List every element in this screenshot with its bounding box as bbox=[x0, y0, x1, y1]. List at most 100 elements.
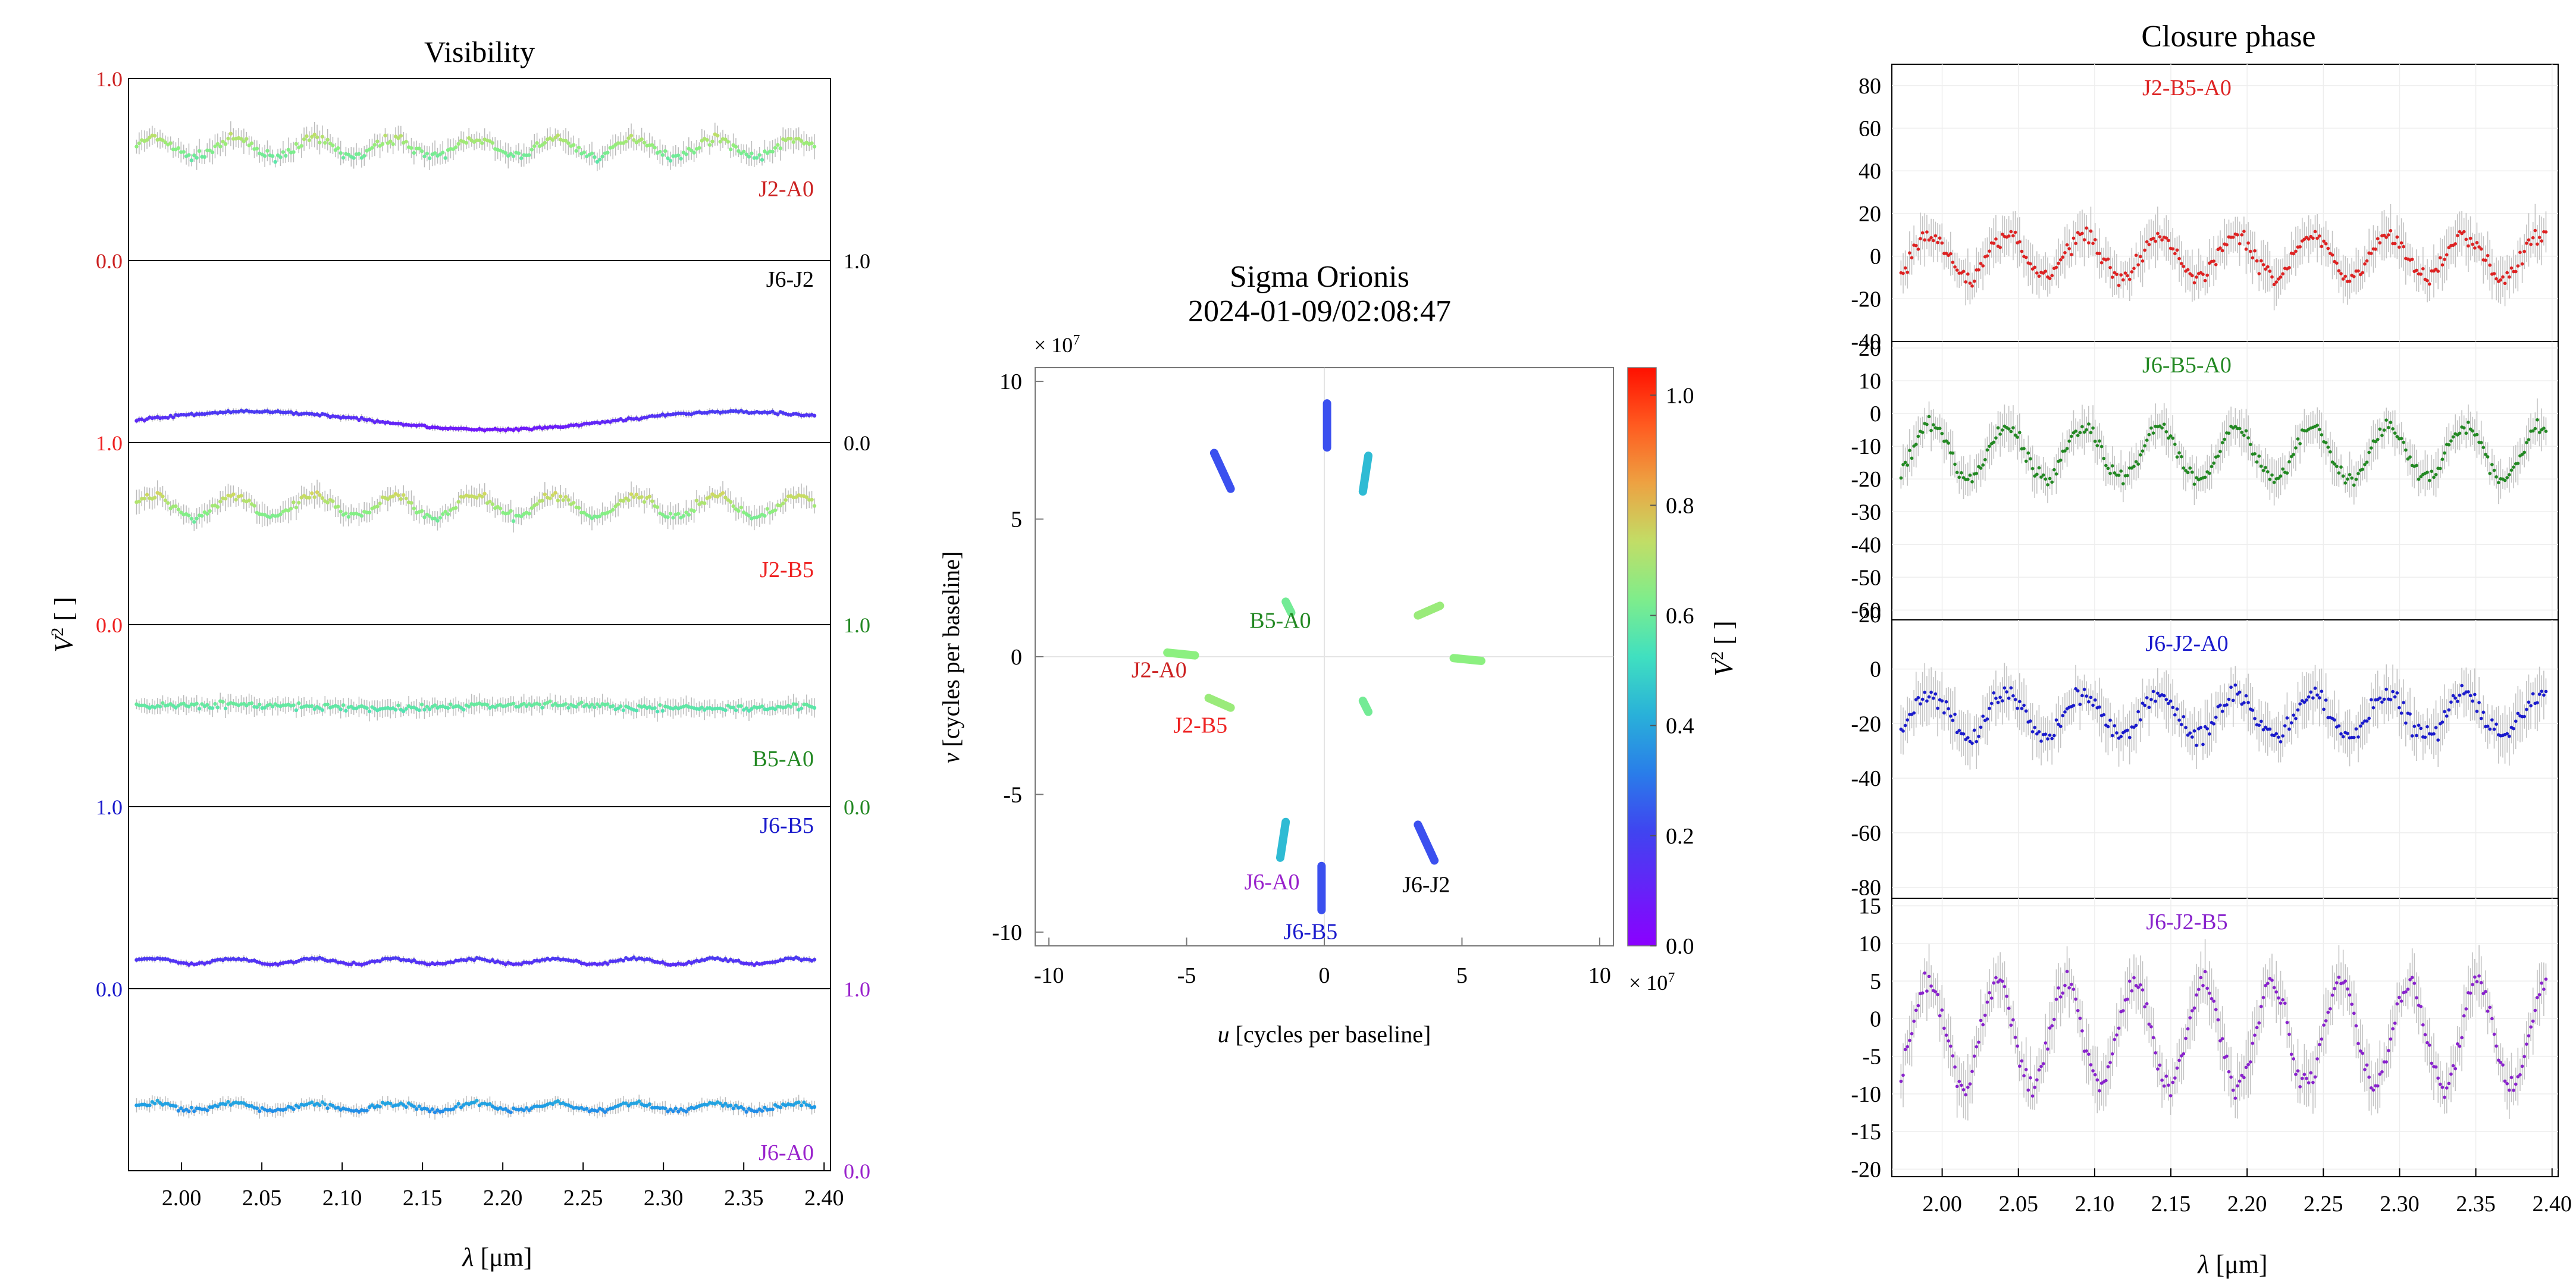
closure-point bbox=[1955, 471, 1959, 474]
closure-point bbox=[2078, 703, 2082, 706]
visibility-point bbox=[378, 144, 382, 148]
closure-point bbox=[2048, 477, 2052, 481]
closure-point bbox=[2095, 444, 2099, 447]
closure-point bbox=[2467, 421, 2470, 424]
visibility-point bbox=[228, 131, 233, 136]
uv-xtick-label: -10 bbox=[1034, 963, 1064, 988]
closure-point bbox=[2033, 265, 2036, 269]
visibility-point bbox=[249, 141, 254, 146]
closure-point bbox=[2516, 462, 2520, 465]
visibility-point bbox=[218, 499, 222, 504]
visibility-point bbox=[666, 515, 670, 519]
closure-point bbox=[1914, 698, 1918, 701]
closure-point bbox=[2218, 246, 2222, 250]
closure-point bbox=[2443, 451, 2446, 455]
closure-point bbox=[2186, 268, 2190, 272]
visibility-point bbox=[362, 1108, 366, 1113]
visibility-point bbox=[763, 513, 767, 518]
uv-baseline-label: J2-B5 bbox=[1173, 713, 1227, 738]
closure-point bbox=[2260, 259, 2263, 263]
closure-point bbox=[2520, 262, 2524, 266]
closure-point bbox=[2054, 472, 2058, 476]
visibility-point bbox=[810, 141, 814, 145]
visibility-point bbox=[305, 134, 309, 139]
visibility-point bbox=[548, 699, 552, 704]
visibility-point bbox=[391, 494, 395, 499]
closure-point bbox=[2320, 433, 2324, 437]
closure-ytick-label: -20 bbox=[1851, 467, 1881, 492]
visibility-point bbox=[734, 145, 738, 149]
visibility-point bbox=[171, 415, 176, 419]
closure-point bbox=[1938, 236, 1942, 240]
closure-point bbox=[1983, 457, 1987, 462]
closure-point bbox=[2017, 431, 2022, 434]
closure-point bbox=[2188, 272, 2192, 275]
uv-right-exponent-base: × 10 bbox=[1629, 971, 1668, 995]
visibility-point bbox=[550, 138, 555, 142]
visibility-point bbox=[778, 146, 783, 151]
visibility-point bbox=[402, 493, 406, 497]
visibility-point bbox=[781, 501, 785, 506]
visibility-title: Visibility bbox=[424, 35, 535, 68]
visibility-point bbox=[341, 155, 346, 160]
closure-point bbox=[2179, 723, 2183, 726]
visibility-point bbox=[318, 1103, 322, 1108]
uv-xtick-label: -5 bbox=[1177, 963, 1196, 988]
visibility-point bbox=[757, 153, 761, 157]
visibility-point bbox=[161, 138, 165, 142]
closure-point bbox=[2127, 277, 2132, 281]
visibility-point bbox=[176, 507, 181, 512]
closure-point bbox=[2192, 729, 2196, 733]
visibility-point bbox=[221, 139, 225, 144]
closure-point bbox=[2279, 474, 2283, 478]
colorbar-label-sup: 2 bbox=[1707, 651, 1727, 660]
closure-point bbox=[2184, 726, 2188, 729]
closure-point bbox=[2434, 472, 2438, 477]
closure-point bbox=[2264, 267, 2267, 271]
closure-point bbox=[2341, 474, 2345, 478]
closure-point bbox=[2484, 453, 2487, 456]
closure-point bbox=[1953, 265, 1957, 269]
visibility-point bbox=[663, 149, 667, 153]
visibility-point bbox=[729, 147, 733, 152]
closure-point bbox=[2419, 272, 2423, 276]
visibility-point bbox=[475, 1098, 479, 1103]
visibility-point bbox=[747, 513, 751, 518]
closure-point bbox=[2231, 236, 2235, 239]
visibility-ylabel-sup: 2 bbox=[48, 628, 67, 637]
closure-point bbox=[2216, 454, 2220, 458]
visibility-point bbox=[603, 1110, 607, 1114]
visibility-point bbox=[734, 1104, 738, 1108]
visibility-point bbox=[223, 142, 228, 146]
closure-point bbox=[2145, 240, 2149, 244]
visibility-point bbox=[153, 1101, 157, 1106]
closure-point bbox=[1920, 231, 1925, 235]
closure-point bbox=[2348, 472, 2352, 477]
visibility-point bbox=[292, 1107, 296, 1111]
closure-point bbox=[2132, 725, 2136, 729]
closure-point bbox=[2186, 471, 2190, 475]
visibility-point bbox=[642, 140, 647, 145]
closure-ytick-label: -40 bbox=[1851, 330, 1881, 355]
visibility-point bbox=[506, 153, 510, 158]
uv-baseline-label: J6-A0 bbox=[1245, 870, 1300, 895]
closure-point bbox=[1919, 702, 1922, 706]
closure-point bbox=[2248, 443, 2252, 446]
closure-point bbox=[2145, 438, 2149, 442]
visibility-point bbox=[242, 139, 246, 143]
closure-point bbox=[2533, 427, 2537, 431]
closure-point bbox=[2182, 714, 2186, 719]
visibility-points-J6-J2 bbox=[134, 408, 817, 432]
closure-point bbox=[2154, 700, 2158, 703]
visibility-point bbox=[744, 152, 748, 156]
visibility-point bbox=[278, 155, 283, 159]
visibility-point bbox=[425, 151, 430, 156]
closure-point bbox=[2158, 235, 2162, 239]
visibility-point bbox=[720, 1104, 725, 1108]
closure-point bbox=[1920, 431, 1925, 434]
visibility-point bbox=[446, 706, 450, 710]
visibility-point bbox=[598, 704, 602, 709]
visibility-point bbox=[527, 153, 531, 157]
closure-point bbox=[2311, 236, 2315, 240]
uv-ylabel-sym: v bbox=[938, 753, 964, 763]
